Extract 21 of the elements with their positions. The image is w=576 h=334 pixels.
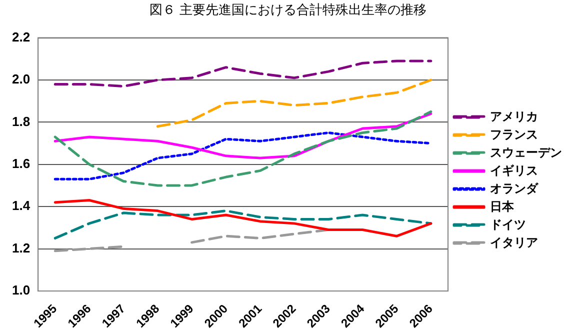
legend-label: オランダ — [490, 181, 539, 196]
line-series — [54, 210, 432, 240]
legend-label: アメリカ — [490, 109, 538, 124]
legend-label: ドイツ — [490, 217, 526, 232]
line-series — [54, 110, 432, 187]
y-tick-label: 1.0 — [12, 282, 30, 298]
legend-label: フランス — [490, 127, 538, 142]
legend-label: イギリス — [490, 163, 538, 178]
y-tick-label: 2.2 — [12, 29, 30, 44]
chart-title: 図６ 主要先進国における合計特殊出生率の推移 — [148, 2, 428, 20]
line-series — [156, 78, 432, 128]
y-tick-label: 2.0 — [12, 72, 30, 87]
y-tick-label: 1.8 — [12, 114, 30, 129]
y-tick-label: 1.6 — [12, 156, 30, 171]
legend-label: 日本 — [490, 199, 515, 214]
line-series — [54, 60, 432, 88]
y-tick-label: 1.4 — [12, 198, 31, 214]
line-series — [54, 131, 432, 180]
legend-label: イタリア — [490, 235, 538, 250]
y-tick-label: 1.2 — [12, 240, 30, 256]
legend-label: スウェーデン — [490, 145, 562, 160]
